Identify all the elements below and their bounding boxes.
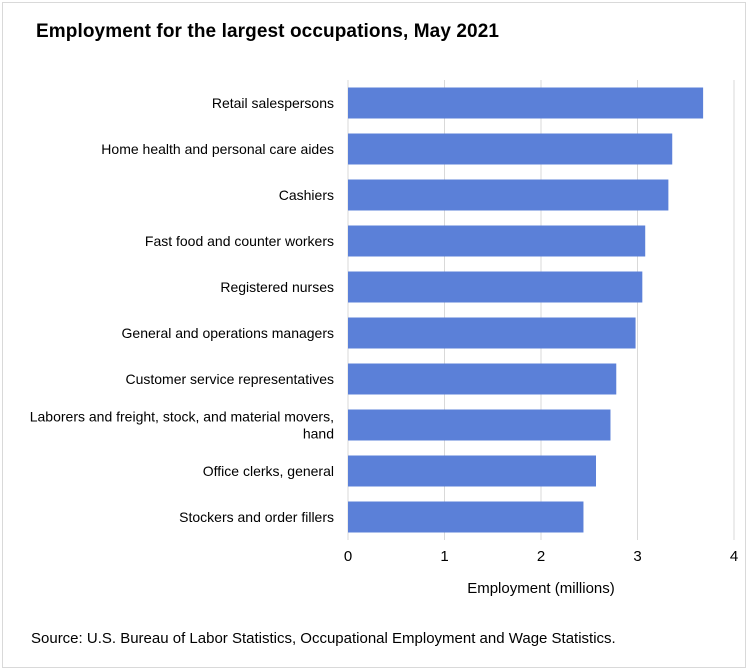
bars	[348, 87, 704, 533]
x-axis-title: Employment (millions)	[467, 580, 615, 597]
category-label-line: Stockers and order fillers	[179, 509, 334, 525]
bar-2	[348, 179, 669, 211]
bar-9	[348, 501, 584, 533]
category-label-line: Home health and personal care aides	[101, 141, 334, 157]
x-tick-labels: 0 1 2 3 4	[344, 548, 738, 565]
bar-6	[348, 363, 617, 395]
category-label-6: Customer service representatives	[125, 371, 334, 387]
category-label-3: Fast food and counter workers	[145, 233, 334, 249]
category-label-5: General and operations managers	[122, 325, 334, 341]
bar-1	[348, 133, 673, 165]
category-label-9: Stockers and order fillers	[179, 509, 334, 525]
bar-3	[348, 225, 646, 257]
chart-title: Employment for the largest occupations, …	[36, 21, 500, 42]
bar-5	[348, 317, 636, 349]
x-tick-label-4: 4	[730, 548, 738, 565]
category-label-8: Office clerks, general	[203, 463, 334, 479]
category-label-1: Home health and personal care aides	[101, 141, 334, 157]
bar-7	[348, 409, 611, 441]
category-labels: Retail salespersons Home health and perso…	[30, 95, 334, 525]
category-label-line: Office clerks, general	[203, 463, 334, 479]
x-tick-label-1: 1	[440, 548, 448, 565]
category-label-line: Retail salespersons	[212, 95, 334, 111]
source-note: Source: U.S. Bureau of Labor Statistics,…	[31, 630, 616, 647]
bar-0	[348, 87, 704, 119]
category-label-line: Registered nurses	[220, 279, 334, 295]
category-label-7: Laborers and freight, stock, and materia…	[30, 409, 334, 442]
category-label-line: Laborers and freight, stock, and materia…	[30, 409, 334, 425]
x-tick-label-2: 2	[537, 548, 545, 565]
category-label-2: Cashiers	[279, 187, 334, 203]
bar-4	[348, 271, 643, 303]
category-label-line: hand	[303, 426, 334, 442]
category-label-line: Cashiers	[279, 187, 334, 203]
x-tick-label-0: 0	[344, 548, 352, 565]
category-label-line: Fast food and counter workers	[145, 233, 334, 249]
category-label-line: General and operations managers	[122, 325, 334, 341]
bar-8	[348, 455, 597, 487]
category-label-0: Retail salespersons	[212, 95, 334, 111]
x-tick-label-3: 3	[633, 548, 641, 565]
category-label-4: Registered nurses	[220, 279, 334, 295]
category-label-line: Customer service representatives	[125, 371, 334, 387]
